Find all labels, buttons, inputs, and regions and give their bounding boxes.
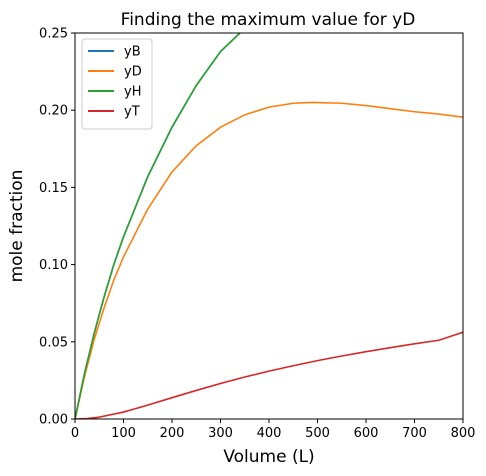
x-tick-label: 600 — [354, 426, 379, 441]
legend-box — [81, 38, 153, 130]
y-tick-label: 0.10 — [39, 258, 68, 273]
legend: yB yD yH yT — [81, 38, 153, 130]
series-line-yD — [75, 101, 463, 419]
x-tick-label: 500 — [305, 426, 330, 441]
x-tick-label: 100 — [111, 426, 136, 441]
x-tick-label: 800 — [451, 426, 476, 441]
x-tick-label: 700 — [402, 426, 427, 441]
y-tick-label: 0.00 — [39, 413, 68, 428]
x-tick-label: 400 — [257, 426, 282, 441]
legend-label: yT — [124, 105, 140, 120]
series-line-yT — [75, 331, 463, 419]
y-tick-label: 0.25 — [39, 27, 68, 42]
chart-title: Finding the maximum value for yD — [121, 10, 416, 30]
x-tick-label: 0 — [71, 426, 79, 441]
y-tick-label: 0.20 — [39, 104, 68, 119]
y-tick-label: 0.05 — [39, 335, 68, 350]
y-tick-label: 0.15 — [39, 181, 68, 196]
legend-label: yD — [124, 65, 142, 80]
y-axis-label: mole fraction — [7, 170, 27, 283]
legend-label: yB — [124, 45, 141, 60]
x-axis-label: Volume (L) — [223, 447, 314, 467]
legend-label: yH — [124, 85, 141, 100]
x-tick-label: 200 — [160, 426, 185, 441]
series-line-yH — [75, 33, 241, 419]
x-tick-label: 300 — [208, 426, 233, 441]
